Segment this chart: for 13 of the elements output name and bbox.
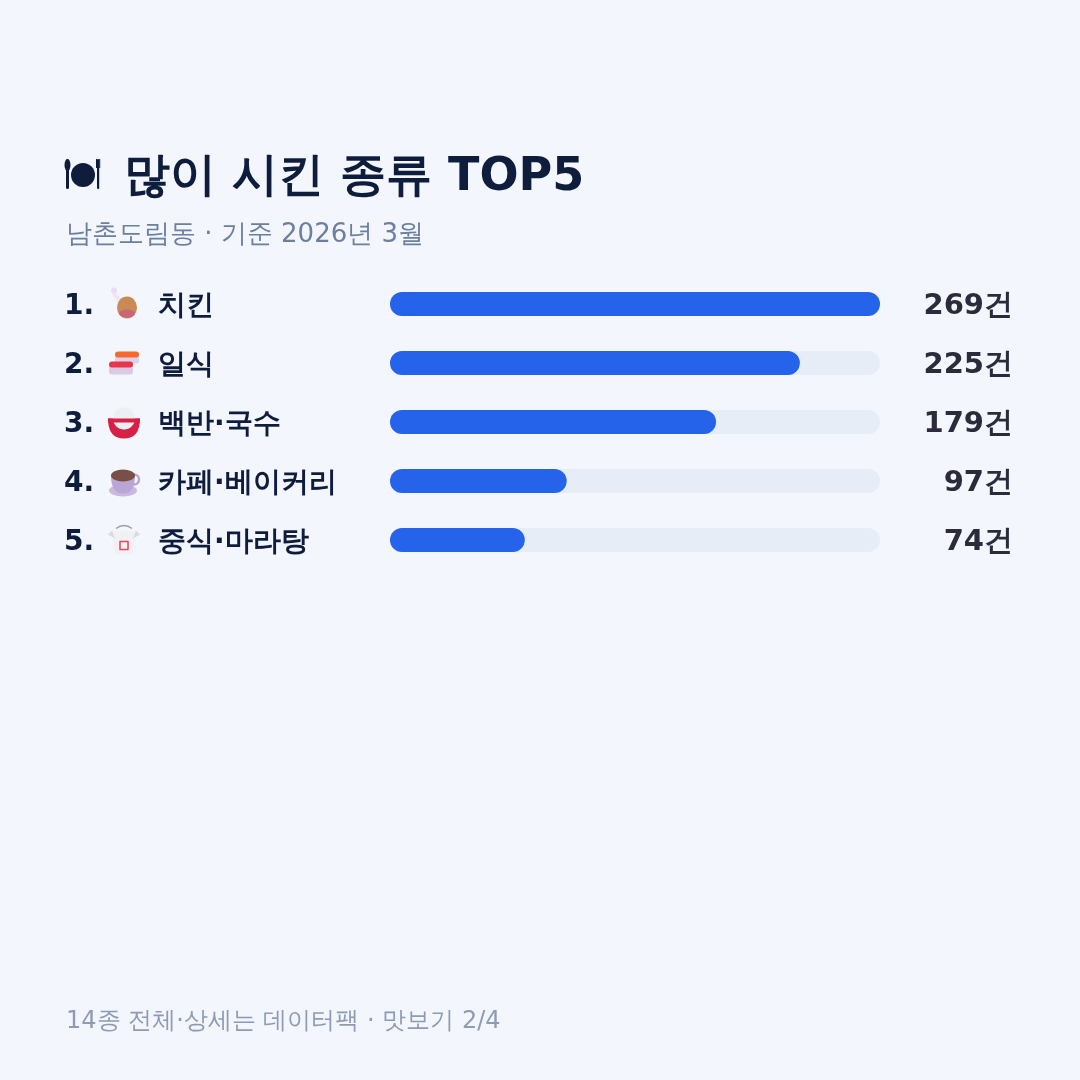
chart-subtitle: 남촌도림동 · 기준 2026년 3월 — [66, 217, 425, 250]
category-label: 3. 백반·국수 — [64, 405, 281, 438]
category-label: 4. 카페·베이커리 — [64, 464, 337, 497]
category-label: 1. 치킨 — [64, 287, 214, 320]
text: 14종 전체·상세는 데이터팩 · 맛보기 2/4 — [66, 1005, 501, 1036]
data-label: 97건 — [943, 464, 1013, 498]
chart-title: 많이 시킨 종류 TOP5 — [124, 146, 585, 203]
data-label: 74건 — [943, 523, 1013, 557]
data-label: 225건 — [923, 346, 1013, 380]
category-label: 2. 일식 — [64, 346, 214, 379]
data-label: 179건 — [923, 405, 1013, 439]
category-label: 5. 중식·마라탕 — [64, 523, 309, 556]
data-label: 269건 — [923, 287, 1013, 321]
